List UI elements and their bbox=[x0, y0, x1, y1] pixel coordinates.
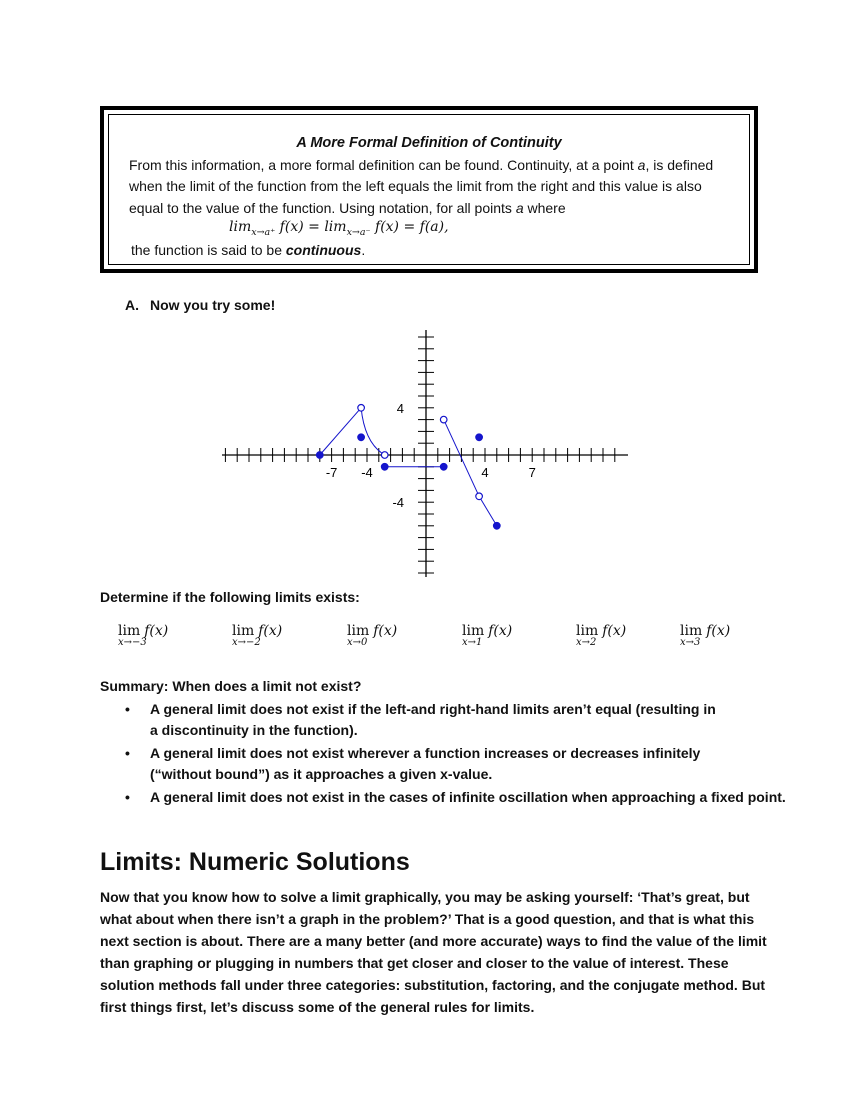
open-point bbox=[475, 492, 484, 501]
closed-point bbox=[492, 521, 501, 530]
lim-word: lim bbox=[576, 623, 599, 639]
open-point bbox=[357, 403, 366, 412]
limit-expression: lim f(x) x→0 bbox=[347, 620, 397, 648]
summary-bullet-3-line-1: A general limit does not exist in the ca… bbox=[150, 789, 786, 805]
y-tick-label: 4 bbox=[397, 401, 404, 416]
definition-line-3: equal to the value of the function. Usin… bbox=[129, 200, 566, 216]
numeric-solutions-heading: Limits: Numeric Solutions bbox=[100, 848, 410, 876]
summary-bullet-1-line-1: A general limit does not exist if the le… bbox=[150, 701, 716, 717]
y-tick-label: -4 bbox=[392, 495, 404, 510]
limit-approach: x→−2 bbox=[232, 637, 261, 648]
closed-point bbox=[439, 462, 448, 471]
section-a-label: Now you try some! bbox=[150, 297, 276, 313]
paragraph-line: solution methods fall under three catego… bbox=[100, 977, 766, 993]
definition-box: A More Formal Definition of Continuity F… bbox=[100, 106, 758, 273]
summary-bullet-1-line-2: a discontinuity in the function). bbox=[150, 722, 358, 738]
x-tick-label: 7 bbox=[529, 465, 536, 480]
segment-falling bbox=[443, 419, 480, 497]
function-notation: f(x) bbox=[706, 623, 731, 639]
function-notation: f(x) bbox=[373, 623, 398, 639]
limit-expression: lim f(x) x→3 bbox=[680, 620, 730, 648]
definition-box-inner-border: A More Formal Definition of Continuity F… bbox=[108, 114, 750, 265]
limit-expression: lim f(x) x→−2 bbox=[232, 620, 282, 648]
summary-title: Summary: When does a limit not exist? bbox=[100, 678, 362, 694]
open-point bbox=[439, 415, 448, 424]
numeric-solutions-paragraph: Now that you know how to solve a limit g… bbox=[100, 886, 767, 1018]
limit-approach: x→1 bbox=[462, 637, 483, 648]
summary-bullet-2-line-1: A general limit does not exist wherever … bbox=[150, 745, 701, 761]
limit-approach: x→0 bbox=[347, 637, 368, 648]
closed-point bbox=[380, 462, 389, 471]
paragraph-line: first things first, let’s discuss some o… bbox=[100, 999, 535, 1015]
bullet-dot: • bbox=[125, 789, 130, 805]
lim-word: lim bbox=[118, 623, 141, 639]
function-notation: f(x) bbox=[258, 623, 283, 639]
paragraph-line: Now that you know how to solve a limit g… bbox=[100, 889, 750, 905]
bullet-dot: • bbox=[125, 701, 130, 717]
paragraph-line: what about when there isn’t a graph in t… bbox=[100, 911, 755, 927]
definition-title: A More Formal Definition of Continuity bbox=[296, 135, 562, 151]
function-notation: f(x) bbox=[144, 623, 169, 639]
paragraph-line: next section is about. There are a many … bbox=[100, 933, 767, 949]
definition-line-5: the function is said to be continuous. bbox=[131, 242, 366, 258]
bullet-dot: • bbox=[125, 745, 130, 761]
function-notation: f(x) bbox=[602, 623, 627, 639]
section-a-heading: A. Now you try some! bbox=[125, 297, 275, 313]
limit-expression: lim f(x) x→−3 bbox=[118, 620, 168, 648]
closed-point bbox=[357, 433, 366, 442]
piecewise-function-graph: -7 -4 4 7 4 -4 bbox=[222, 330, 628, 577]
x-tick-label: -7 bbox=[326, 465, 338, 480]
lim-word: lim bbox=[347, 623, 370, 639]
summary-bullet-2-line-2: (“without bound”) as it approaches a giv… bbox=[150, 766, 493, 782]
determine-prompt: Determine if the following limits exists… bbox=[100, 589, 360, 605]
function-notation: f(x) bbox=[488, 623, 513, 639]
open-point bbox=[380, 451, 389, 459]
section-a-letter: A. bbox=[125, 297, 139, 313]
segment-rising bbox=[319, 407, 362, 456]
definition-line-1: From this information, a more formal def… bbox=[129, 157, 714, 173]
limit-expression: lim f(x) x→2 bbox=[576, 620, 626, 648]
x-tick-label: 4 bbox=[481, 465, 488, 480]
limit-expression: lim f(x) x→1 bbox=[462, 620, 512, 648]
paragraph-line: than graphing or plugging in numbers tha… bbox=[100, 955, 729, 971]
limit-approach: x→−3 bbox=[118, 637, 147, 648]
limit-approach: x→3 bbox=[680, 637, 701, 648]
lim-word: lim bbox=[232, 623, 255, 639]
segment-falling-lower bbox=[478, 496, 498, 527]
definition-line-2: when the limit of the function from the … bbox=[129, 178, 702, 194]
lim-word: lim bbox=[462, 623, 485, 639]
limit-approach: x→2 bbox=[576, 637, 597, 648]
closed-point bbox=[315, 451, 324, 459]
lim-word: lim bbox=[680, 623, 703, 639]
curve-falling bbox=[360, 407, 385, 456]
closed-point bbox=[475, 433, 484, 442]
x-tick-label: -4 bbox=[361, 465, 373, 480]
continuity-formula: limx→a⁺ f(x) = limx→a⁻ f(x) = f(a), bbox=[229, 219, 449, 238]
